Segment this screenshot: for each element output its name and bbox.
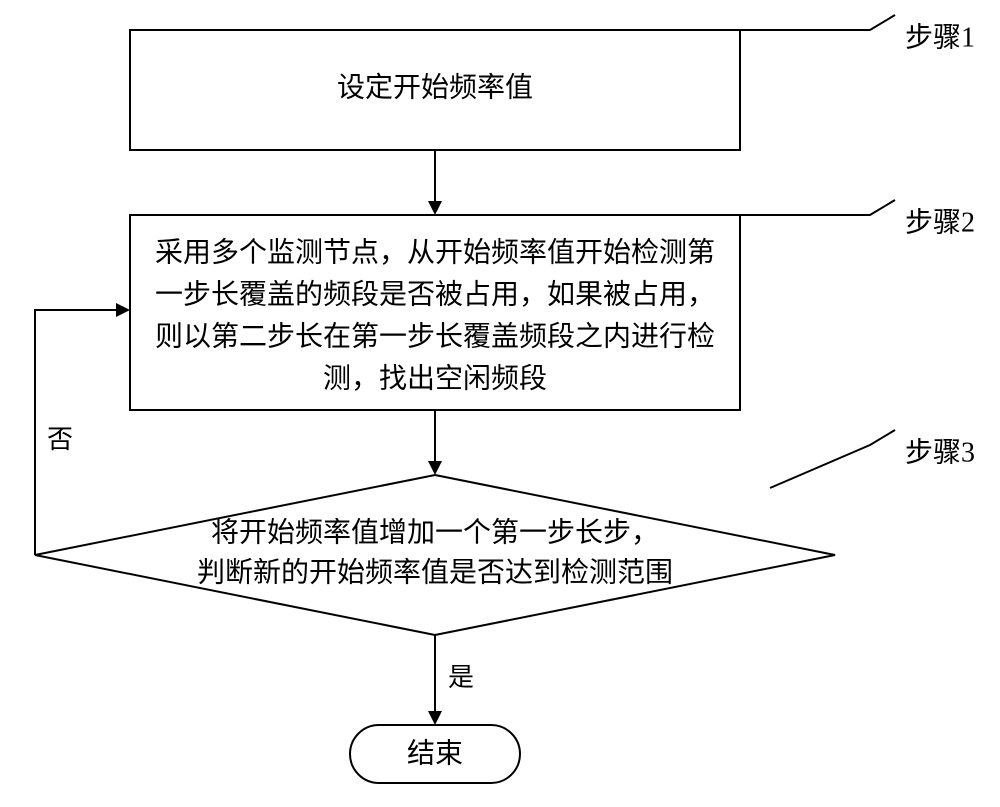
step1-text: 设定开始频率值 [337,71,533,103]
end-terminator: 结束 [350,725,520,783]
yes-label: 是 [448,663,474,692]
callout-step2-label: 步骤2 [905,207,975,238]
callout-step1-label: 步骤1 [905,22,975,53]
step2-text-line: 则以第二步长在第一步长覆盖频段之内进行检 [155,320,715,352]
step2-box: 采用多个监测节点，从开始频率值开始检测第一步长覆盖的频段是否被占用，如果被占用，… [130,215,740,410]
step1-box: 设定开始频率值 [130,30,740,150]
callout-step3: 步骤3 [770,430,975,488]
step3-diamond: 将开始频率值增加一个第一步长步， 判断新的开始频率值是否达到检测范围 [35,475,835,635]
no-label: 否 [47,425,73,454]
step3-text-line: 将开始频率值增加一个第一步长步， [211,516,659,548]
step2-text-line: 测，找出空闲频段 [323,362,547,394]
callout-step2: 步骤2 [740,200,975,238]
callout-step1: 步骤1 [740,15,975,53]
callout-step3-label: 步骤3 [905,437,975,468]
step2-text-line: 一步长覆盖的频段是否被占用，如果被占用， [155,278,715,310]
step2-text-line: 采用多个监测节点，从开始频率值开始检测第 [155,236,715,268]
end-text: 结束 [407,737,463,769]
step3-text-line: 判断新的开始频率值是否达到检测范围 [197,556,673,588]
